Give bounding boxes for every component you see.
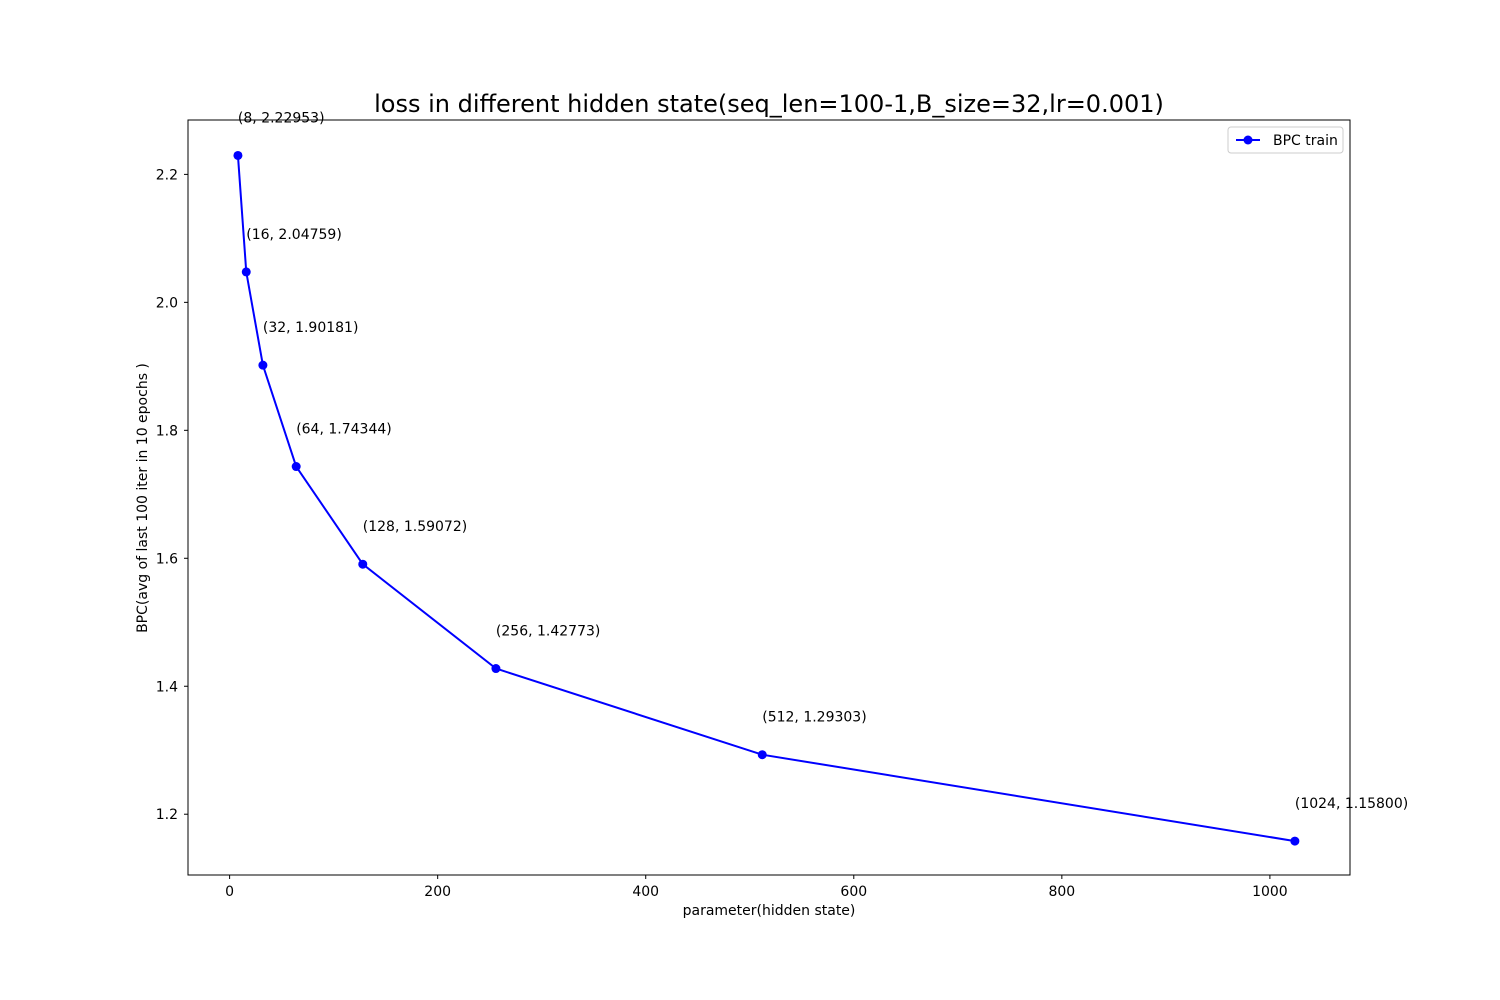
point-annotation: (1024, 1.15800): [1295, 796, 1408, 812]
x-axis-label: parameter(hidden state): [683, 903, 856, 919]
y-tick-label: 1.6: [156, 551, 178, 567]
data-point: [233, 150, 243, 160]
data-point: [491, 664, 501, 674]
x-tick-label: 1000: [1252, 884, 1288, 900]
chart-title: loss in different hidden state(seq_len=1…: [374, 90, 1164, 118]
y-tick-label: 2.0: [156, 295, 178, 311]
series-line-bpc-train: [236, 155, 1296, 843]
y-tick-label: 1.2: [156, 807, 178, 823]
point-annotation: (512, 1.29303): [762, 710, 866, 726]
y-tick-label: 2.2: [156, 167, 178, 183]
y-tick-label: 1.8: [156, 423, 178, 439]
x-tick-label: 400: [632, 884, 659, 900]
point-annotation: (8, 2.22953): [238, 110, 325, 126]
point-annotation: (64, 1.74344): [296, 422, 392, 438]
legend: BPC train: [1227, 126, 1344, 154]
legend-box: [1227, 126, 1344, 154]
point-annotation: (32, 1.90181): [263, 320, 359, 336]
legend-point-marker: [1243, 135, 1253, 145]
x-tick-label: 0: [225, 884, 234, 900]
annotations: (8, 2.22953) (16, 2.04759) (32, 1.90181) (6…: [238, 110, 1408, 812]
data-point: [258, 360, 268, 370]
y-axis-label: BPC(avg of last 100 iter in 10 epochs ): [135, 363, 151, 633]
legend-label: BPC train: [1273, 133, 1338, 149]
data-point: [1290, 836, 1300, 846]
data-point: [291, 462, 301, 472]
x-tick-label: 600: [840, 884, 867, 900]
series-layer: [233, 150, 1300, 846]
data-point: [241, 267, 251, 277]
x-tick-label: 200: [424, 884, 451, 900]
data-point: [358, 559, 368, 569]
y-tick-label: 1.4: [156, 679, 178, 695]
x-tick-label: 800: [1048, 884, 1075, 900]
point-annotation: (16, 2.04759): [246, 227, 342, 243]
axis-ticks: 0 200 400 600 800 1000 1.2 1.4 1.6 1.8 2.0 2.2: [156, 167, 1288, 900]
plot-area: [188, 120, 1350, 875]
axes-frame: [187, 119, 1351, 876]
point-annotation: (128, 1.59072): [363, 519, 467, 535]
point-annotation: (256, 1.42773): [496, 624, 600, 640]
data-point: [757, 750, 767, 760]
